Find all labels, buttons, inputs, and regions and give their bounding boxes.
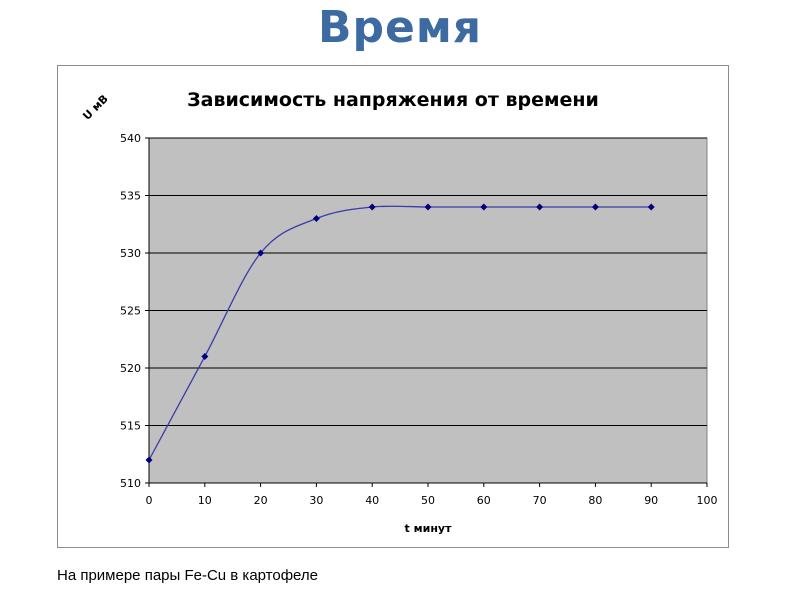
x-tick-label: 0 — [146, 494, 153, 507]
data-point — [145, 456, 153, 464]
data-point — [201, 353, 209, 360]
x-tick-label: 60 — [477, 494, 491, 507]
x-tick-label: 10 — [198, 494, 212, 507]
plot-layer: 510 515 520 525 530 535 540 0 10 20 30 40 50 60 70 80 90… — [120, 132, 718, 507]
data-point — [368, 203, 376, 211]
data-point — [647, 203, 655, 211]
x-tick-label: 30 — [309, 494, 323, 507]
data-point — [480, 203, 488, 211]
x-tick-label: 70 — [533, 494, 547, 507]
x-tick-label: 80 — [588, 494, 602, 507]
x-tick-label: 90 — [644, 494, 658, 507]
data-point — [424, 203, 432, 211]
y-tick-label: 540 — [120, 132, 141, 145]
chart-frame: Зависимость напряжения от времени U мВ t… — [57, 65, 729, 548]
y-tick-label: 525 — [120, 305, 141, 318]
caption: На примере пары Fe-Cu в картофеле — [57, 567, 318, 584]
x-axis-label: t минут — [405, 522, 453, 535]
data-point — [312, 215, 320, 222]
chart-title: Зависимость напряжения от времени — [187, 89, 599, 111]
data-point — [257, 249, 265, 257]
x-tick-label: 100 — [697, 494, 718, 507]
voltage-time-chart: Зависимость напряжения от времени U мВ t… — [80, 89, 718, 535]
data-point — [536, 203, 544, 211]
data-point — [591, 203, 599, 211]
y-tick-label: 535 — [120, 190, 141, 203]
y-tick-label: 530 — [120, 247, 141, 260]
y-tick-label: 515 — [120, 420, 141, 433]
y-tick-label: 520 — [120, 362, 141, 375]
y-axis-label: U мВ — [80, 92, 111, 123]
y-tick-label: 510 — [120, 477, 141, 490]
slide-title: Время — [317, 2, 483, 53]
x-tick-label: 40 — [365, 494, 379, 507]
x-tick-label: 50 — [421, 494, 435, 507]
x-tick-label: 20 — [254, 494, 268, 507]
series-line — [148, 205, 652, 461]
